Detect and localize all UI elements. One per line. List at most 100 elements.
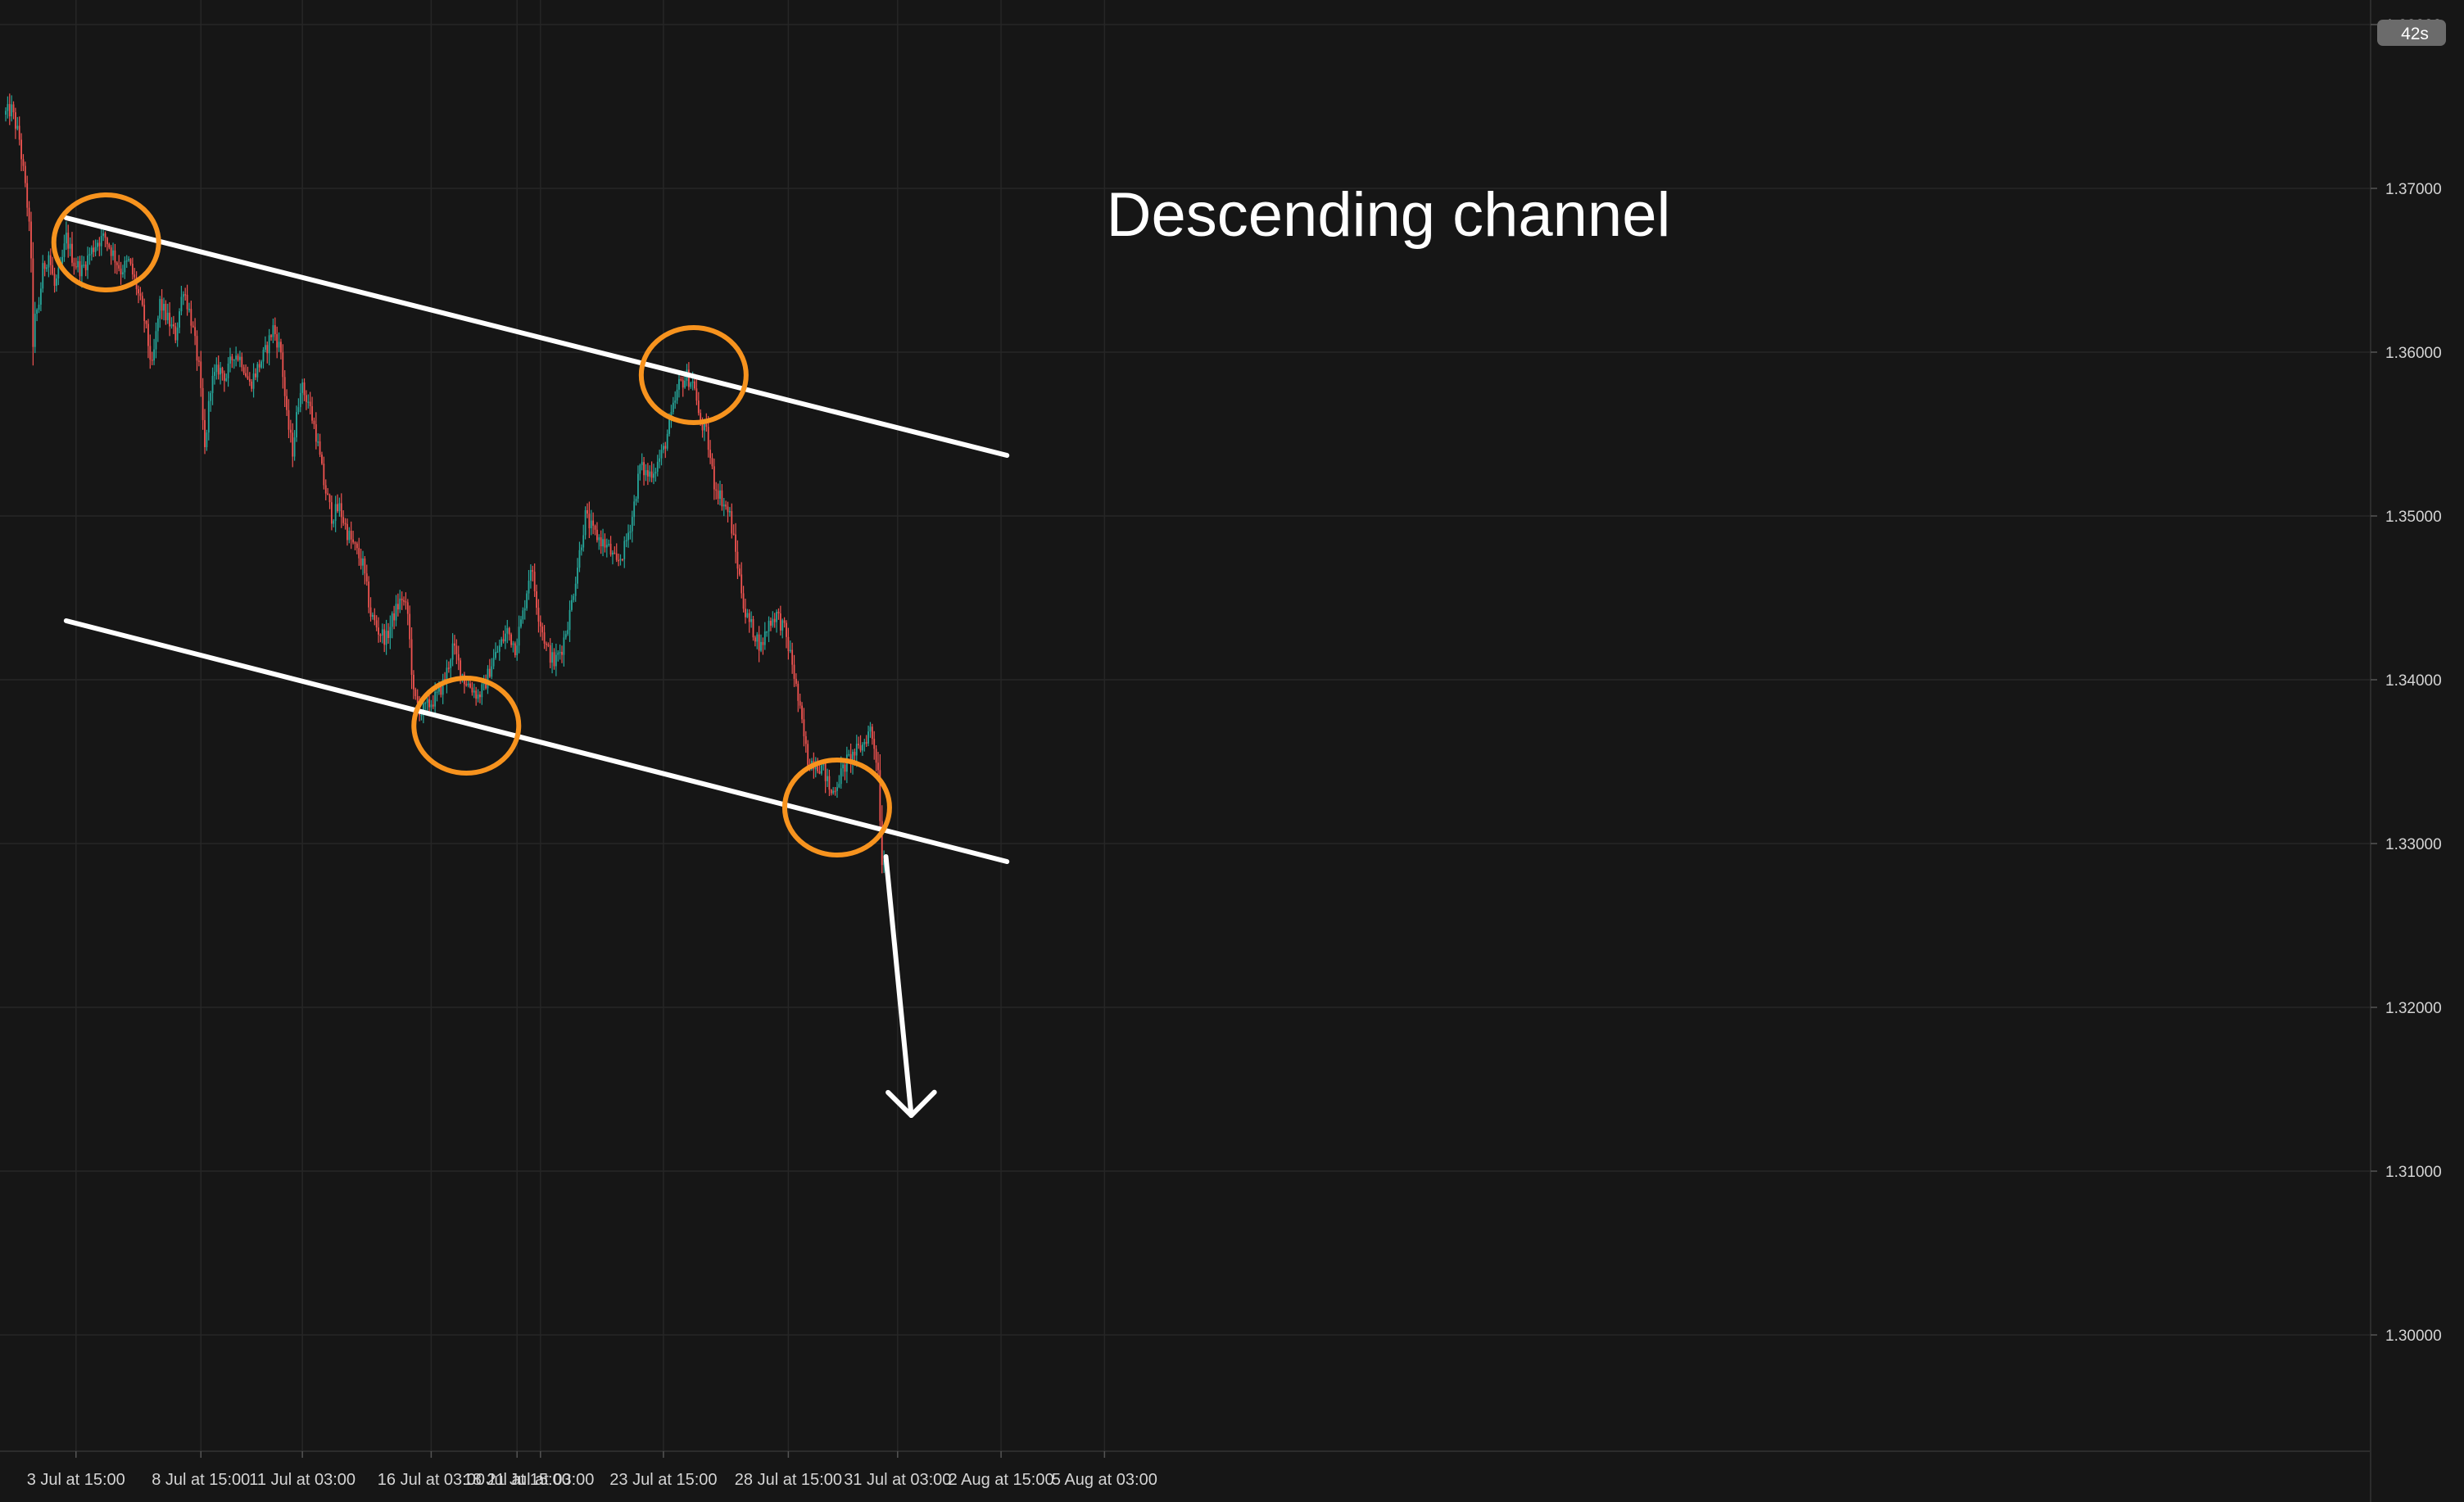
touch-point-circles[interactable]	[51, 192, 892, 857]
candle-down	[328, 493, 331, 509]
candle-up	[39, 282, 42, 311]
projection-arrow[interactable]	[883, 854, 937, 1118]
candle-down	[410, 627, 413, 690]
candle-body	[129, 259, 132, 265]
candle-up	[5, 107, 7, 122]
candle-body	[81, 265, 83, 277]
candle-body	[319, 441, 321, 455]
candle-body	[571, 599, 573, 610]
candle-body	[215, 364, 218, 373]
candle-down	[354, 541, 356, 550]
candle-body	[516, 645, 519, 655]
candle-down	[793, 654, 795, 687]
candle-down	[727, 501, 729, 523]
candle-up	[38, 296, 40, 314]
touch-point-circle[interactable]	[781, 758, 892, 857]
candle-up	[498, 640, 500, 661]
candle-up	[619, 554, 622, 566]
candle-up	[577, 558, 578, 589]
candle-down	[356, 541, 358, 554]
candle-down	[795, 673, 797, 687]
candle-down	[539, 615, 541, 637]
channel-line-upper[interactable]	[63, 215, 1010, 458]
candle-up	[57, 265, 60, 286]
candle-body	[172, 324, 174, 327]
touch-point-circle[interactable]	[411, 676, 522, 776]
candle-body	[28, 207, 30, 222]
candle-down	[546, 641, 547, 652]
candle-up	[676, 383, 678, 405]
candle-body	[114, 250, 116, 263]
candle-body	[614, 552, 616, 554]
candle-down	[280, 338, 282, 360]
candle-body	[138, 289, 139, 294]
candle-body	[697, 400, 700, 414]
candle-body	[221, 368, 224, 373]
candle-body	[491, 666, 493, 677]
candle-body	[434, 691, 437, 707]
candle-down	[18, 116, 20, 146]
candle-down	[12, 101, 15, 120]
candle-body	[646, 470, 649, 477]
candle-down	[873, 731, 876, 760]
candle-body	[344, 523, 346, 525]
candle-body	[766, 631, 768, 633]
candle-down	[43, 260, 46, 277]
candle-body	[641, 462, 643, 465]
candle-up	[227, 357, 229, 387]
channel-lines[interactable]	[63, 215, 1010, 864]
touch-point-circle[interactable]	[51, 192, 161, 292]
candle-body	[389, 627, 392, 639]
candle-down	[141, 292, 143, 307]
candle-up	[827, 768, 828, 788]
candle-up	[268, 328, 270, 366]
candle-down	[251, 378, 253, 392]
candle-body	[618, 559, 620, 562]
candle-body	[481, 684, 483, 698]
candle-body	[413, 674, 414, 690]
candle-down	[28, 201, 30, 232]
x-tick-label: 23 Jul at 15:00	[609, 1471, 717, 1489]
candle-down	[258, 360, 260, 373]
candle-body	[87, 256, 88, 270]
candle-down	[118, 255, 120, 272]
candle-body	[188, 309, 190, 310]
candle-down	[145, 320, 147, 329]
candle-body	[865, 742, 867, 744]
candle-down	[405, 592, 407, 610]
candle-body	[122, 272, 124, 275]
candle-body	[574, 583, 577, 596]
channel-line-lower[interactable]	[63, 618, 1010, 864]
candle-body	[260, 361, 263, 368]
touch-point-circle[interactable]	[638, 325, 749, 425]
candle-up	[842, 761, 844, 777]
candle-down	[147, 319, 149, 359]
candle-down	[311, 396, 313, 424]
candle-up	[674, 391, 677, 409]
candle-body	[650, 471, 653, 478]
candle-body	[247, 376, 249, 379]
candle-down	[732, 524, 735, 536]
candle-body	[814, 766, 817, 770]
candle-body	[748, 613, 750, 622]
candle-body	[399, 598, 401, 610]
y-tick-label: 1.33000	[2385, 836, 2442, 853]
candle-body	[223, 373, 225, 382]
candle-body	[659, 458, 661, 462]
candle-up	[760, 634, 762, 653]
candle-down	[174, 322, 177, 344]
candle-down	[340, 493, 342, 528]
candle-down	[52, 256, 54, 276]
candle-body	[756, 634, 759, 642]
candle-body	[637, 473, 639, 499]
candle-down	[120, 261, 122, 285]
candle-body	[385, 631, 387, 645]
candle-up	[215, 357, 218, 380]
candle-body	[684, 380, 686, 388]
candle-body	[758, 634, 760, 651]
x-tick-label: 31 Jul at 03:00	[844, 1471, 951, 1489]
candle-down	[875, 744, 877, 771]
